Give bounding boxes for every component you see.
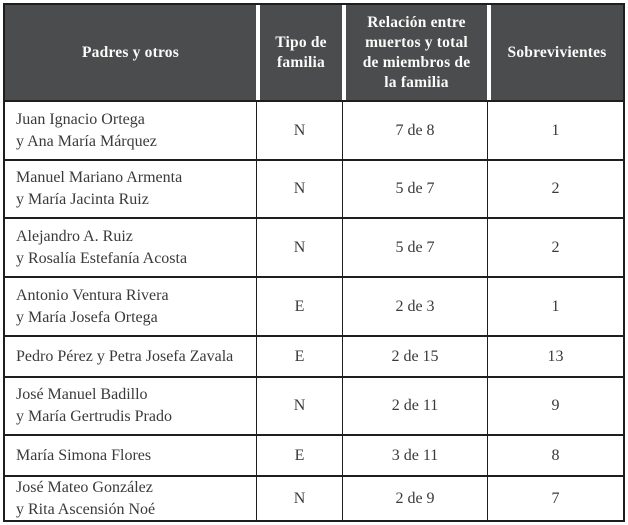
cell-sobrevivientes: 1: [487, 278, 623, 335]
cell-padres: Juan Ignacio Ortega y Ana María Márquez: [16, 110, 157, 150]
cell-tipo-familia: N: [256, 477, 342, 521]
table-header-row: Padres y otros Tipo de familia Relación …: [5, 5, 623, 100]
cell-relacion: 2 de 9: [342, 477, 487, 521]
table-row: Pedro Pérez y Petra Josefa Zavala E 2 de…: [5, 335, 623, 376]
column-header-relacion-muertos: Relación entre muertos y total de miembr…: [342, 5, 487, 100]
table-row: María Simona Flores E 3 de 11 8: [5, 434, 623, 475]
cell-relacion: 7 de 8: [342, 102, 487, 159]
cell-tipo-familia: N: [256, 161, 342, 217]
cell-sobrevivientes: 13: [487, 337, 623, 376]
cell-padres: Pedro Pérez y Petra Josefa Zavala: [16, 347, 234, 365]
cell-sobrevivientes: 2: [487, 161, 623, 217]
cell-relacion: 5 de 7: [342, 219, 487, 276]
table-row: Juan Ignacio Ortega y Ana María Márquez …: [5, 100, 623, 159]
table-row: José Manuel Badillo y María Gertrudis Pr…: [5, 376, 623, 434]
cell-relacion: 2 de 11: [342, 378, 487, 434]
cell-tipo-familia: N: [256, 378, 342, 434]
cell-relacion: 2 de 3: [342, 278, 487, 335]
cell-relacion: 2 de 15: [342, 337, 487, 376]
cell-sobrevivientes: 8: [487, 436, 623, 475]
column-header-padres-y-otros: Padres y otros: [5, 5, 256, 100]
cell-padres: José Mateo González y Rita Ascensión Noé: [16, 479, 156, 518]
cell-tipo-familia: E: [256, 278, 342, 335]
cell-sobrevivientes: 1: [487, 102, 623, 159]
cell-padres: María Simona Flores: [16, 446, 152, 464]
cell-tipo-familia: N: [256, 219, 342, 276]
cell-tipo-familia: E: [256, 337, 342, 376]
table-row: Manuel Mariano Armenta y María Jacinta R…: [5, 159, 623, 217]
table-row: Alejandro A. Ruiz y Rosalía Estefanía Ac…: [5, 217, 623, 276]
cell-padres: Antonio Ventura Rivera y María Josefa Or…: [16, 286, 169, 326]
cell-sobrevivientes: 7: [487, 477, 623, 521]
cell-padres: Manuel Mariano Armenta y María Jacinta R…: [16, 169, 183, 208]
mortality-table: Padres y otros Tipo de familia Relación …: [3, 3, 625, 522]
table-row: Antonio Ventura Rivera y María Josefa Or…: [5, 276, 623, 335]
cell-tipo-familia: E: [256, 436, 342, 475]
column-header-sobrevivientes: Sobrevivientes: [487, 5, 623, 100]
cell-sobrevivientes: 9: [487, 378, 623, 434]
cell-padres: José Manuel Badillo y María Gertrudis Pr…: [16, 386, 172, 425]
cell-relacion: 3 de 11: [342, 436, 487, 475]
table-row: José Mateo González y Rita Ascensión Noé…: [5, 475, 623, 521]
cell-sobrevivientes: 2: [487, 219, 623, 276]
cell-tipo-familia: N: [256, 102, 342, 159]
column-header-tipo-de-familia: Tipo de familia: [256, 5, 342, 100]
cell-relacion: 5 de 7: [342, 161, 487, 217]
cell-padres: Alejandro A. Ruiz y Rosalía Estefanía Ac…: [16, 227, 188, 267]
